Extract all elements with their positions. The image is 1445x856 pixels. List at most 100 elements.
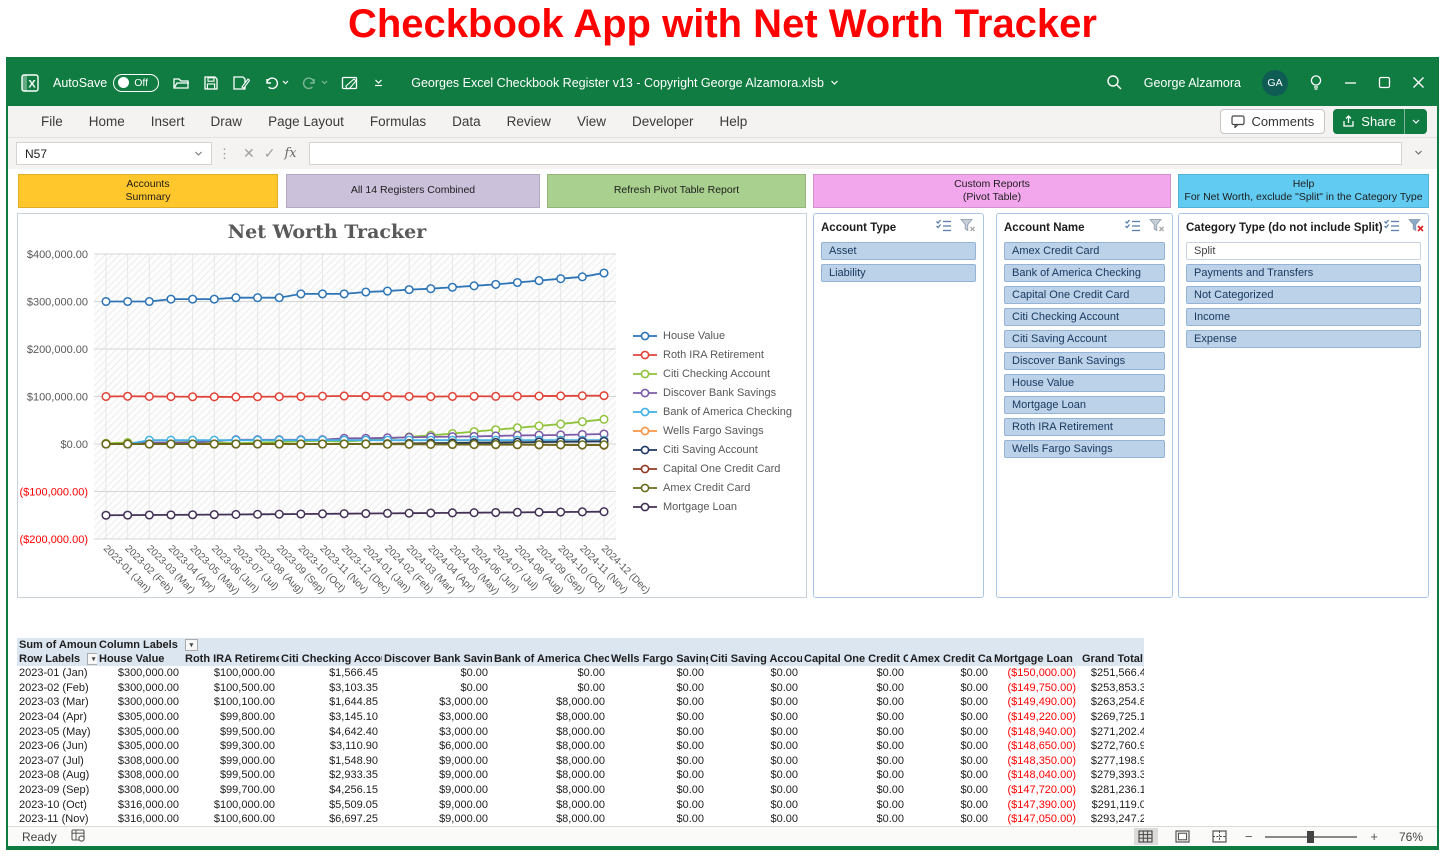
pivot-cell[interactable]: $8,000.00 bbox=[556, 798, 605, 811]
pivot-cell[interactable]: $0.00 bbox=[770, 740, 798, 753]
pivot-cell[interactable]: $9,000.00 bbox=[439, 798, 488, 811]
pivot-cell[interactable]: $3,145.10 bbox=[329, 711, 378, 724]
pivot-column-header[interactable]: Discover Bank Savings bbox=[382, 652, 492, 666]
pivot-cell[interactable]: $0.00 bbox=[770, 754, 798, 767]
action-button-refresh-pivot-table-report[interactable]: Refresh Pivot Table Report bbox=[547, 174, 806, 208]
pivot-cell[interactable]: $300,000.00 bbox=[117, 667, 179, 680]
pivot-column-header[interactable]: Citi Checking Account bbox=[279, 652, 382, 666]
legend-item-roth-ira-retirement[interactable]: Roth IRA Retirement bbox=[632, 345, 804, 364]
pivot-row-label[interactable]: 2023-02 (Feb) bbox=[19, 681, 89, 694]
macro-record-icon[interactable] bbox=[71, 828, 85, 845]
pivot-row-label[interactable]: 2023-08 (Aug) bbox=[19, 769, 90, 782]
pivot-cell[interactable]: $9,000.00 bbox=[439, 769, 488, 782]
pivot-cell[interactable]: $0.00 bbox=[960, 740, 988, 753]
action-button-all-14-registers-combined[interactable]: All 14 Registers Combined bbox=[286, 174, 540, 208]
pivot-cell[interactable]: $300,000.00 bbox=[117, 681, 179, 694]
slicer-item-wells-fargo-savings[interactable]: Wells Fargo Savings bbox=[1004, 440, 1165, 458]
pivot-cell[interactable]: $308,000.00 bbox=[117, 754, 179, 767]
pivot-column-header[interactable]: Wells Fargo Savings bbox=[609, 652, 708, 666]
normal-view-button[interactable] bbox=[1133, 828, 1158, 845]
pivot-cell[interactable]: $308,000.00 bbox=[117, 784, 179, 797]
row-labels-dropdown[interactable]: ▾ bbox=[87, 653, 97, 666]
pivot-cell[interactable]: $0.00 bbox=[770, 769, 798, 782]
pivot-cell[interactable]: $0.00 bbox=[876, 784, 904, 797]
zoom-in-button[interactable]: + bbox=[1370, 829, 1378, 844]
pivot-row-label[interactable]: 2023-03 (Mar) bbox=[19, 696, 89, 709]
pivot-cell[interactable]: $0.00 bbox=[960, 667, 988, 680]
ribbon-tab-page-layout[interactable]: Page Layout bbox=[268, 114, 344, 129]
pivot-cell[interactable]: $99,300.00 bbox=[219, 740, 275, 753]
ribbon-tab-review[interactable]: Review bbox=[506, 114, 551, 129]
pivot-cell[interactable]: $0.00 bbox=[960, 798, 988, 811]
ribbon-tab-home[interactable]: Home bbox=[88, 114, 125, 129]
multi-select-icon[interactable] bbox=[935, 218, 952, 238]
ribbon-tab-data[interactable]: Data bbox=[452, 114, 481, 129]
legend-item-bank-of-america-checking[interactable]: Bank of America Checking bbox=[632, 402, 804, 421]
pivot-cell[interactable]: ($148,350.00) bbox=[1007, 754, 1077, 767]
pivot-cell[interactable]: $0.00 bbox=[876, 725, 904, 738]
pivot-row-label[interactable]: 2023-01 (Jan) bbox=[19, 667, 88, 680]
avatar[interactable]: GA bbox=[1262, 69, 1288, 96]
pivot-cell[interactable]: $0.00 bbox=[770, 784, 798, 797]
pivot-cell[interactable]: $0.00 bbox=[960, 813, 988, 826]
pivot-cell[interactable]: $0.00 bbox=[876, 681, 904, 694]
pivot-cell[interactable]: $253,853.35 bbox=[1090, 681, 1144, 694]
document-title[interactable]: Georges Excel Checkbook Register v13 - C… bbox=[411, 76, 839, 90]
ribbon-tab-formulas[interactable]: Formulas bbox=[369, 114, 427, 129]
pivot-cell[interactable]: $0.00 bbox=[960, 696, 988, 709]
pivot-cell[interactable]: $99,800.00 bbox=[219, 711, 275, 724]
pivot-cell[interactable]: ($150,000.00) bbox=[1007, 667, 1077, 680]
pivot-cell[interactable]: $0.00 bbox=[770, 696, 798, 709]
minimize-button[interactable] bbox=[1344, 76, 1357, 89]
pivot-cell[interactable]: $8,000.00 bbox=[556, 813, 605, 826]
worksheet[interactable]: Accounts Summary All 14 Registers Combined… bbox=[8, 169, 1437, 832]
save-as-icon[interactable] bbox=[232, 75, 251, 91]
customize-qat-chevron-icon[interactable] bbox=[374, 79, 383, 87]
pivot-cell[interactable]: ($148,040.00) bbox=[1007, 769, 1077, 782]
net-worth-chart[interactable]: $400,000.00 $300,000.00 $200,000.00 $100,00… bbox=[17, 213, 807, 598]
pivot-cell[interactable]: $0.00 bbox=[676, 725, 704, 738]
pivot-cell[interactable]: $0.00 bbox=[460, 667, 488, 680]
slicer-item-not-categorized[interactable]: Not Categorized bbox=[1186, 286, 1421, 304]
pivot-cell[interactable]: $99,000.00 bbox=[219, 754, 275, 767]
slicer-item-citi-saving-account[interactable]: Citi Saving Account bbox=[1004, 330, 1165, 348]
slicer-item-roth-ira-retirement[interactable]: Roth IRA Retirement bbox=[1004, 418, 1165, 436]
pivot-cell[interactable]: $0.00 bbox=[676, 711, 704, 724]
share-dropdown-chevron-icon[interactable] bbox=[1404, 109, 1427, 134]
slicer-item-house-value[interactable]: House Value bbox=[1004, 374, 1165, 392]
open-icon[interactable] bbox=[172, 75, 190, 91]
pivot-cell[interactable]: $0.00 bbox=[676, 798, 704, 811]
slicer-item-bank-of-america-checking[interactable]: Bank of America Checking bbox=[1004, 264, 1165, 282]
close-button[interactable] bbox=[1412, 76, 1425, 89]
ribbon-tab-draw[interactable]: Draw bbox=[210, 114, 243, 129]
zoom-level[interactable]: 76% bbox=[1398, 829, 1423, 844]
pivot-cell[interactable]: $8,000.00 bbox=[556, 769, 605, 782]
pivot-column-header[interactable]: House Value bbox=[97, 652, 183, 666]
pivot-cell[interactable]: $0.00 bbox=[770, 667, 798, 680]
pivot-cell[interactable]: ($147,720.00) bbox=[1007, 784, 1077, 797]
page-layout-view-button[interactable] bbox=[1171, 828, 1195, 845]
slicer-item-payments-and-transfers[interactable]: Payments and Transfers bbox=[1186, 264, 1421, 282]
pivot-cell[interactable]: $0.00 bbox=[876, 754, 904, 767]
slicer-item-capital-one-credit-card[interactable]: Capital One Credit Card bbox=[1004, 286, 1165, 304]
legend-item-capital-one-credit-card[interactable]: Capital One Credit Card bbox=[632, 459, 804, 478]
pivot-cell[interactable]: $8,000.00 bbox=[556, 725, 605, 738]
pivot-column-header[interactable]: Citi Saving Account bbox=[708, 652, 802, 666]
pivot-row-label[interactable]: 2023-09 (Sep) bbox=[19, 784, 90, 797]
pivot-cell[interactable]: $0.00 bbox=[676, 696, 704, 709]
pivot-cell[interactable]: $100,000.00 bbox=[213, 798, 275, 811]
action-button-accounts[interactable]: Accounts Summary bbox=[18, 174, 278, 208]
pivot-cell[interactable]: $0.00 bbox=[960, 784, 988, 797]
pivot-cell[interactable]: $0.00 bbox=[676, 754, 704, 767]
formula-input[interactable] bbox=[308, 142, 1402, 165]
action-button-help[interactable]: Help For Net Worth, exclude "Split" in th… bbox=[1178, 174, 1429, 208]
pivot-cell[interactable]: $99,500.00 bbox=[219, 725, 275, 738]
pivot-cell[interactable]: $316,000.00 bbox=[117, 813, 179, 826]
pivot-cell[interactable]: $271,202.40 bbox=[1090, 725, 1144, 738]
column-labels-dropdown[interactable]: ▾ bbox=[184, 639, 198, 652]
pivot-column-header[interactable]: Capital One Credit Card bbox=[802, 652, 908, 666]
pivot-column-header[interactable]: Bank of America Checking bbox=[492, 652, 609, 666]
pivot-cell[interactable]: $0.00 bbox=[770, 798, 798, 811]
pivot-cell[interactable]: $99,500.00 bbox=[219, 769, 275, 782]
slicer-item-split[interactable]: Split bbox=[1186, 242, 1421, 260]
